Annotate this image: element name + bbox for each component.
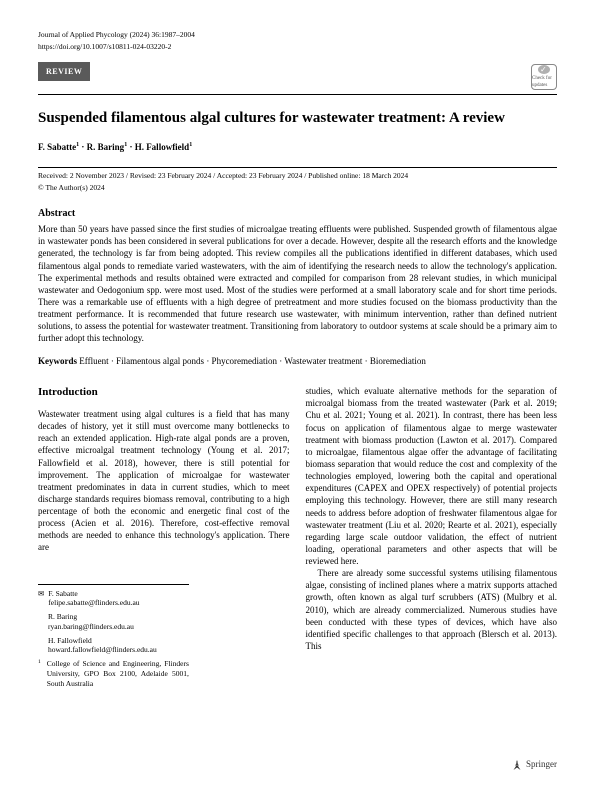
coauthor-email[interactable]: howard.fallowfield@flinders.edu.au [48, 645, 189, 655]
right-column: studies, which evaluate alternative meth… [306, 385, 558, 688]
doi-link[interactable]: https://doi.org/10.1007/s10811-024-03220… [38, 42, 557, 53]
authors-list: F. Sabatte1 · R. Baring1 · H. Fallowfiel… [38, 141, 557, 154]
coauthor-email[interactable]: ryan.baring@flinders.edu.au [48, 622, 189, 632]
keywords-line: Keywords Effluent · Filamentous algal po… [38, 355, 557, 368]
corr-author-name: F. Sabatte [48, 589, 139, 599]
intro-paragraph-2: studies, which evaluate alternative meth… [306, 385, 558, 567]
abstract-heading: Abstract [38, 207, 557, 221]
article-type-badge: REVIEW [38, 62, 90, 81]
coauthor-name: R. Baring [48, 612, 189, 622]
abstract-text: More than 50 years have passed since the… [38, 223, 557, 344]
keywords-label: Keywords [38, 356, 77, 366]
coauthor-name: H. Fallowfield [48, 636, 189, 646]
springer-icon [511, 759, 523, 771]
intro-paragraph-3: There are already some successful system… [306, 567, 558, 652]
affiliation-text: College of Science and Engineering, Flin… [47, 659, 189, 688]
correspondence-box: ✉ F. Sabatte felipe.sabatte@flinders.edu… [38, 584, 189, 689]
check-icon [538, 65, 550, 74]
article-dates: Received: 2 November 2023 / Revised: 23 … [38, 167, 557, 182]
article-title: Suspended filamentous algal cultures for… [38, 109, 557, 129]
copyright: © The Author(s) 2024 [38, 183, 557, 194]
journal-citation: Journal of Applied Phycology (2024) 36:1… [38, 30, 195, 41]
keywords-values: Effluent · Filamentous algal ponds · Phy… [79, 356, 426, 366]
affiliation-number: 1 [38, 659, 41, 688]
left-column: Introduction Wastewater treatment using … [38, 385, 290, 688]
intro-paragraph-1: Wastewater treatment using algal culture… [38, 408, 290, 554]
mail-icon: ✉ [38, 589, 44, 609]
check-updates-button[interactable]: Check for updates [531, 64, 557, 90]
publisher-name: Springer [526, 758, 557, 771]
corr-author-email[interactable]: felipe.sabatte@flinders.edu.au [48, 598, 139, 608]
check-updates-label: Check for updates [532, 75, 556, 89]
introduction-heading: Introduction [38, 385, 290, 400]
publisher-logo: Springer [511, 758, 557, 771]
